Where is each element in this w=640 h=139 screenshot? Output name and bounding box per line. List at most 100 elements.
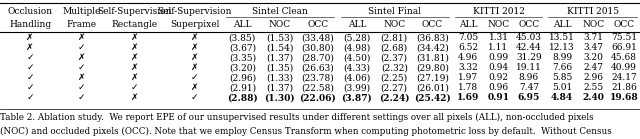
Text: (1.33): (1.33)	[266, 73, 293, 82]
Text: 0.91: 0.91	[488, 93, 509, 102]
Text: (3.20): (3.20)	[229, 63, 256, 72]
Text: 42.44: 42.44	[516, 43, 541, 52]
Text: ✗: ✗	[191, 83, 198, 92]
Text: ✓: ✓	[77, 93, 85, 102]
Text: NOC: NOC	[488, 20, 509, 29]
Text: ALL: ALL	[459, 20, 477, 29]
Text: 4.84: 4.84	[551, 93, 573, 102]
Text: (2.37): (2.37)	[381, 53, 408, 62]
Text: NOC: NOC	[383, 20, 405, 29]
Text: 13.51: 13.51	[549, 33, 575, 42]
Text: ✗: ✗	[191, 53, 198, 62]
Text: Occlusion: Occlusion	[8, 7, 52, 16]
Text: Table 2. Ablation study.  We report EPE of our unsupervised results under differ: Table 2. Ablation study. We report EPE o…	[0, 113, 594, 122]
Text: ✗: ✗	[131, 43, 138, 52]
Text: Self-Supervision: Self-Supervision	[97, 7, 172, 16]
Text: (30.80): (30.80)	[301, 43, 334, 52]
Text: KITTI 2012: KITTI 2012	[472, 7, 524, 16]
Text: NOC: NOC	[582, 20, 605, 29]
Text: ALL: ALL	[553, 20, 572, 29]
Text: 1.11: 1.11	[488, 43, 509, 52]
Text: (1.54): (1.54)	[266, 43, 293, 52]
Text: (4.06): (4.06)	[343, 73, 371, 82]
Text: 3.71: 3.71	[584, 33, 604, 42]
Text: (3.99): (3.99)	[344, 83, 371, 92]
Text: KITTI 2015: KITTI 2015	[567, 7, 619, 16]
Text: (27.19): (27.19)	[416, 73, 449, 82]
Text: ✓: ✓	[191, 93, 198, 102]
Text: 75.51: 75.51	[611, 33, 637, 42]
Text: (1.37): (1.37)	[266, 83, 293, 92]
Text: (25.42): (25.42)	[414, 93, 451, 102]
Text: 19.68: 19.68	[610, 93, 639, 102]
Text: 3.20: 3.20	[584, 53, 604, 62]
Text: 21.86: 21.86	[611, 83, 637, 92]
Text: ✗: ✗	[26, 43, 34, 52]
Text: (3.35): (3.35)	[228, 53, 256, 62]
Text: (22.58): (22.58)	[301, 83, 334, 92]
Text: (2.24): (2.24)	[379, 93, 410, 102]
Text: ✓: ✓	[26, 73, 34, 82]
Text: 1.31: 1.31	[488, 33, 508, 42]
Text: 5.85: 5.85	[552, 73, 572, 82]
Text: OCC: OCC	[614, 20, 635, 29]
Text: 6.95: 6.95	[518, 93, 540, 102]
Text: ✓: ✓	[26, 83, 34, 92]
Text: (3.67): (3.67)	[228, 43, 256, 52]
Text: Rectangle: Rectangle	[111, 20, 157, 29]
Text: (4.33): (4.33)	[344, 63, 371, 72]
Text: Handling: Handling	[9, 20, 51, 29]
Text: OCC: OCC	[422, 20, 443, 29]
Text: ✗: ✗	[77, 33, 85, 42]
Text: 0.99: 0.99	[488, 53, 509, 62]
Text: ✗: ✗	[77, 53, 85, 62]
Text: Frame: Frame	[67, 20, 97, 29]
Text: 45.03: 45.03	[516, 33, 542, 42]
Text: (33.48): (33.48)	[301, 33, 334, 42]
Text: 45.68: 45.68	[611, 53, 637, 62]
Text: ✗: ✗	[191, 63, 198, 72]
Text: (34.42): (34.42)	[416, 43, 449, 52]
Text: 7.05: 7.05	[458, 33, 478, 42]
Text: (1.53): (1.53)	[266, 33, 293, 42]
Text: (31.81): (31.81)	[416, 53, 449, 62]
Text: 8.96: 8.96	[519, 73, 539, 82]
Text: 8.99: 8.99	[552, 53, 572, 62]
Text: 2.55: 2.55	[584, 83, 604, 92]
Text: (1.30): (1.30)	[264, 93, 295, 102]
Text: Superpixel: Superpixel	[170, 20, 220, 29]
Text: ✓: ✓	[77, 63, 85, 72]
Text: 1.69: 1.69	[457, 93, 479, 102]
Text: 3.47: 3.47	[584, 43, 604, 52]
Text: 0.92: 0.92	[488, 73, 508, 82]
Text: (22.06): (22.06)	[300, 93, 336, 102]
Text: Sintel Clean: Sintel Clean	[252, 7, 308, 16]
Text: ✗: ✗	[191, 43, 198, 52]
Text: 66.91: 66.91	[611, 43, 637, 52]
Text: 7.66: 7.66	[552, 63, 572, 72]
Text: (2.91): (2.91)	[228, 83, 256, 92]
Text: ✗: ✗	[131, 33, 138, 42]
Text: (2.25): (2.25)	[381, 73, 408, 82]
Text: ✗: ✗	[131, 73, 138, 82]
Text: Multiple: Multiple	[62, 7, 100, 16]
Text: ✓: ✓	[26, 53, 34, 62]
Text: OCC: OCC	[307, 20, 328, 29]
Text: (3.85): (3.85)	[228, 33, 256, 42]
Text: (36.83): (36.83)	[416, 33, 449, 42]
Text: (28.70): (28.70)	[301, 53, 334, 62]
Text: 1.97: 1.97	[458, 73, 478, 82]
Text: ✓: ✓	[26, 63, 34, 72]
Text: 0.94: 0.94	[488, 63, 509, 72]
Text: ALL: ALL	[233, 20, 252, 29]
Text: (2.68): (2.68)	[381, 43, 408, 52]
Text: 7.47: 7.47	[519, 83, 539, 92]
Text: ✓: ✓	[191, 73, 198, 82]
Text: (3.87): (3.87)	[342, 93, 372, 102]
Text: 2.47: 2.47	[584, 63, 604, 72]
Text: (4.98): (4.98)	[343, 43, 371, 52]
Text: 1.78: 1.78	[458, 83, 478, 92]
Text: ✓: ✓	[26, 93, 34, 102]
Text: (2.81): (2.81)	[381, 33, 408, 42]
Text: ✗: ✗	[191, 33, 198, 42]
